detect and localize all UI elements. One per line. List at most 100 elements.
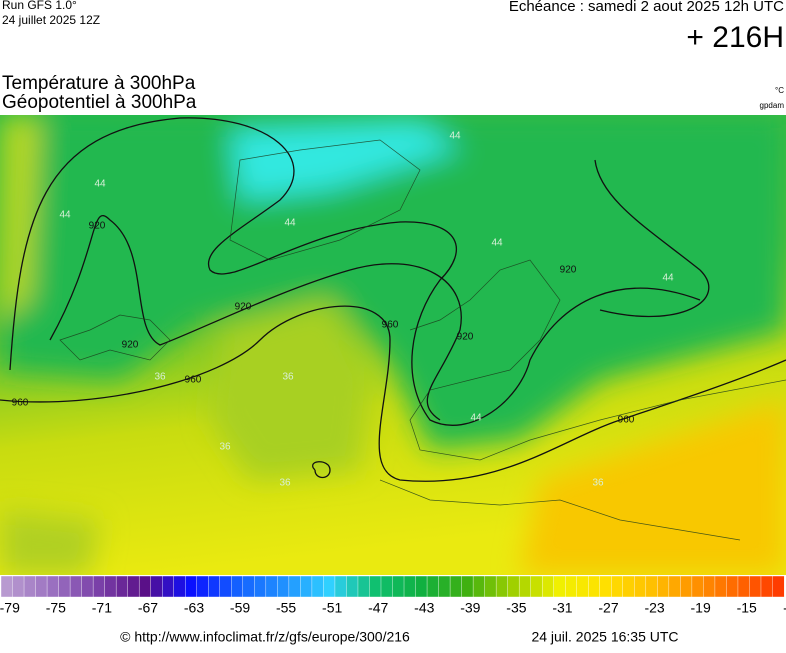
colorbar-label: -19 [691, 600, 711, 616]
colorbar-cell [242, 575, 255, 598]
colorbar-cell [415, 575, 428, 598]
colorbar-label: -27 [598, 600, 618, 616]
contour-label: 44 [449, 131, 461, 142]
contour-label: 920 [457, 332, 474, 343]
colorbar-cell [115, 575, 129, 598]
colorbar-cell [426, 575, 440, 598]
colorbar-cell [35, 575, 48, 598]
contour-label: 960 [382, 320, 399, 331]
colorbar-cell [46, 575, 60, 598]
colorbar-cell [357, 575, 370, 598]
colorbar-label: -39 [460, 600, 480, 616]
colorbar-cell [714, 575, 727, 598]
colorbar-cell [58, 575, 71, 598]
colorbar-cell [680, 575, 693, 598]
colorbar-label: -43 [414, 600, 434, 616]
colorbar-label: -55 [276, 600, 296, 616]
colorbar-cell [173, 575, 186, 598]
colorbar-cell [472, 575, 486, 598]
valid-time: Echéance : samedi 2 aout 2025 12h UTC [509, 0, 784, 15]
colorbar: -79 -75 -71 -67 -63 -59 -55 -51 -47 -43 -39 -35 -31 -… [0, 575, 786, 616]
colorbar-cell [530, 575, 543, 598]
colorbar-cell [449, 575, 463, 598]
colorbar-cell [288, 575, 301, 598]
colorbar-cell [772, 575, 785, 598]
colorbar-cell [380, 575, 393, 598]
colorbar-cell [323, 575, 336, 598]
colorbar-cell [541, 575, 555, 598]
contour-label: 44 [94, 179, 106, 190]
generated: 24 juil. 2025 16:35 UTC [531, 629, 678, 645]
colorbar-cell [611, 575, 624, 598]
colorbar-cell [484, 575, 497, 598]
colorbar-label: -31 [552, 600, 572, 616]
contour-label: 920 [89, 221, 106, 232]
contour-label: 960 [618, 415, 635, 426]
colorbar-cell [162, 575, 175, 598]
colorbar-cell [92, 575, 106, 598]
colorbar-cell [208, 575, 221, 598]
contour-label: 44 [491, 238, 503, 249]
colorbar-cell [495, 575, 509, 598]
contour-label: 44 [284, 218, 296, 229]
colorbar-cell [737, 575, 750, 598]
colorbar-label: -71 [92, 600, 112, 616]
colorbar-cell [576, 575, 589, 598]
contour-label: 960 [12, 398, 29, 409]
colorbar-cell [645, 575, 658, 598]
contour-label: 36 [219, 442, 231, 453]
colorbar-cell [657, 575, 670, 598]
colorbar-cell [507, 575, 520, 598]
colorbar-cell [81, 575, 94, 598]
colorbar-cell [69, 575, 83, 598]
colorbar-label: -23 [644, 600, 664, 616]
lead-time: + 216H [686, 21, 784, 54]
run: Run GFS 1.0° [2, 0, 77, 12]
colorbar-cell [254, 575, 267, 598]
contour-label: 960 [185, 375, 202, 386]
colorbar-cell [726, 575, 739, 598]
title-temp: Température à 300hPa [2, 73, 196, 94]
colorbar-cell [346, 575, 359, 598]
contour-label: 44 [662, 273, 674, 284]
colorbar-cell [265, 575, 278, 598]
colorbar-cell [599, 575, 612, 598]
colorbar-cell [691, 575, 704, 598]
colorbar-cell [749, 575, 762, 598]
colorbar-cell [196, 575, 209, 598]
colorbar-label: -47 [368, 600, 388, 616]
colorbar-cell [104, 575, 117, 598]
contour-label: 920 [560, 265, 577, 276]
run-date: 24 juillet 2025 12Z [2, 13, 100, 27]
colorbar-cell [185, 575, 198, 598]
colorbar-cell [553, 575, 566, 598]
map: 920 920 920 920 920 960 960 960 960 44 4… [0, 115, 786, 575]
colorbar-cell [150, 575, 163, 598]
contour-label: 36 [279, 478, 291, 489]
colorbar-cell [622, 575, 635, 598]
colorbar-cell [138, 575, 152, 598]
colorbar-label: -63 [184, 600, 204, 616]
colorbar-label: -15 [737, 600, 757, 616]
colorbar-cell [703, 575, 716, 598]
colorbar-cell [334, 575, 347, 598]
colorbar-label: -67 [138, 600, 158, 616]
colorbar-label: -51 [322, 600, 342, 616]
contour-label: 36 [592, 478, 604, 489]
contour-label: 920 [235, 302, 252, 313]
colorbar-cell [634, 575, 647, 598]
contour-label: 44 [59, 210, 71, 221]
colorbar-cell [311, 575, 324, 598]
colorbar-cell [23, 575, 37, 598]
contour-label: 920 [122, 340, 139, 351]
colorbar-cell [369, 575, 382, 598]
colorbar-cell [461, 575, 474, 598]
colorbar-cell [219, 575, 232, 598]
colorbar-cell [438, 575, 451, 598]
colorbar-cell [565, 575, 578, 598]
colorbar-cell [760, 575, 773, 598]
colorbar-cell [0, 575, 14, 598]
colorbar-label: -11 [783, 600, 786, 616]
contour-label: 36 [154, 372, 166, 383]
contour-label: 36 [282, 372, 294, 383]
